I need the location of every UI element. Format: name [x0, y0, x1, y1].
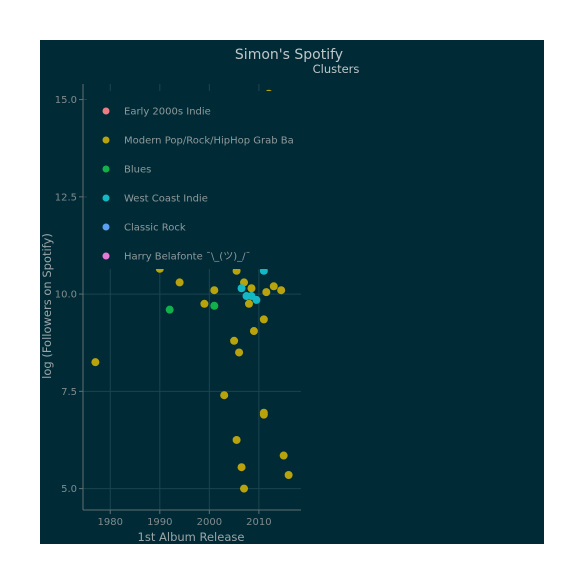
legend-label: Modern Pop/Rock/HipHop Grab Ba [124, 136, 294, 147]
data-point [262, 288, 271, 297]
legend-label: Harry Belafonte ¯\_(ツ)_/¯ [124, 252, 250, 263]
x-axis-label: 1st Album Release [138, 530, 245, 544]
legend-label: Classic Rock [124, 223, 186, 234]
legend-marker [102, 194, 110, 202]
data-point [259, 410, 268, 419]
data-point [259, 315, 268, 324]
data-point [269, 282, 278, 291]
axes: 1980 1990 2000 2010 5.0 7.5 10.0 12.5 15.0 [55, 84, 301, 528]
y-tick-label: 5.0 [61, 484, 77, 495]
x-tick-label: 1990 [147, 517, 172, 528]
data-point [279, 451, 288, 460]
legend: Early 2000s Indie Modern Pop/Rock/HipHop … [102, 107, 294, 263]
chart-title: Simon's Spotify [235, 47, 343, 63]
data-point [235, 348, 244, 357]
y-tick-label: 10.0 [55, 290, 77, 301]
data-point [252, 295, 261, 304]
legend-label: Early 2000s Indie [124, 107, 211, 118]
data-point [244, 299, 253, 308]
legend-marker [102, 136, 110, 144]
y-axis-label: log (Followers on Spotify) [40, 233, 54, 379]
y-tick-label: 12.5 [55, 192, 77, 203]
data-point [175, 278, 184, 287]
data-point [220, 391, 229, 400]
y-tick-label: 7.5 [61, 387, 77, 398]
y-tick-label: 15.0 [55, 95, 77, 106]
legend-marker [102, 223, 110, 231]
data-point [249, 327, 258, 336]
data-point [237, 463, 246, 472]
data-point [277, 286, 286, 295]
legend-marker [102, 107, 110, 115]
data-point [210, 301, 219, 310]
legend-marker [102, 252, 110, 260]
data-point [237, 284, 246, 293]
data-point [230, 336, 239, 345]
data-point [240, 484, 249, 493]
x-tick-label: 2010 [246, 517, 271, 528]
chart-panel: Simon's Spotify Clusters 1980 1990 2000 201… [40, 40, 544, 544]
data-point [165, 305, 174, 314]
data-point [91, 358, 100, 367]
x-tick-label: 2000 [197, 517, 222, 528]
data-point [247, 284, 256, 293]
legend-background [87, 91, 301, 269]
legend-marker [102, 165, 110, 173]
data-point [284, 470, 293, 479]
legend-label: Blues [124, 165, 151, 176]
data-point [232, 435, 241, 444]
data-point [200, 299, 209, 308]
data-point [210, 286, 219, 295]
x-tick-label: 1980 [98, 517, 123, 528]
scatter-chart: Simon's Spotify Clusters 1980 1990 2000 201… [40, 47, 360, 544]
chart-subtitle: Clusters [313, 62, 360, 76]
legend-label: West Coast Indie [124, 194, 208, 205]
